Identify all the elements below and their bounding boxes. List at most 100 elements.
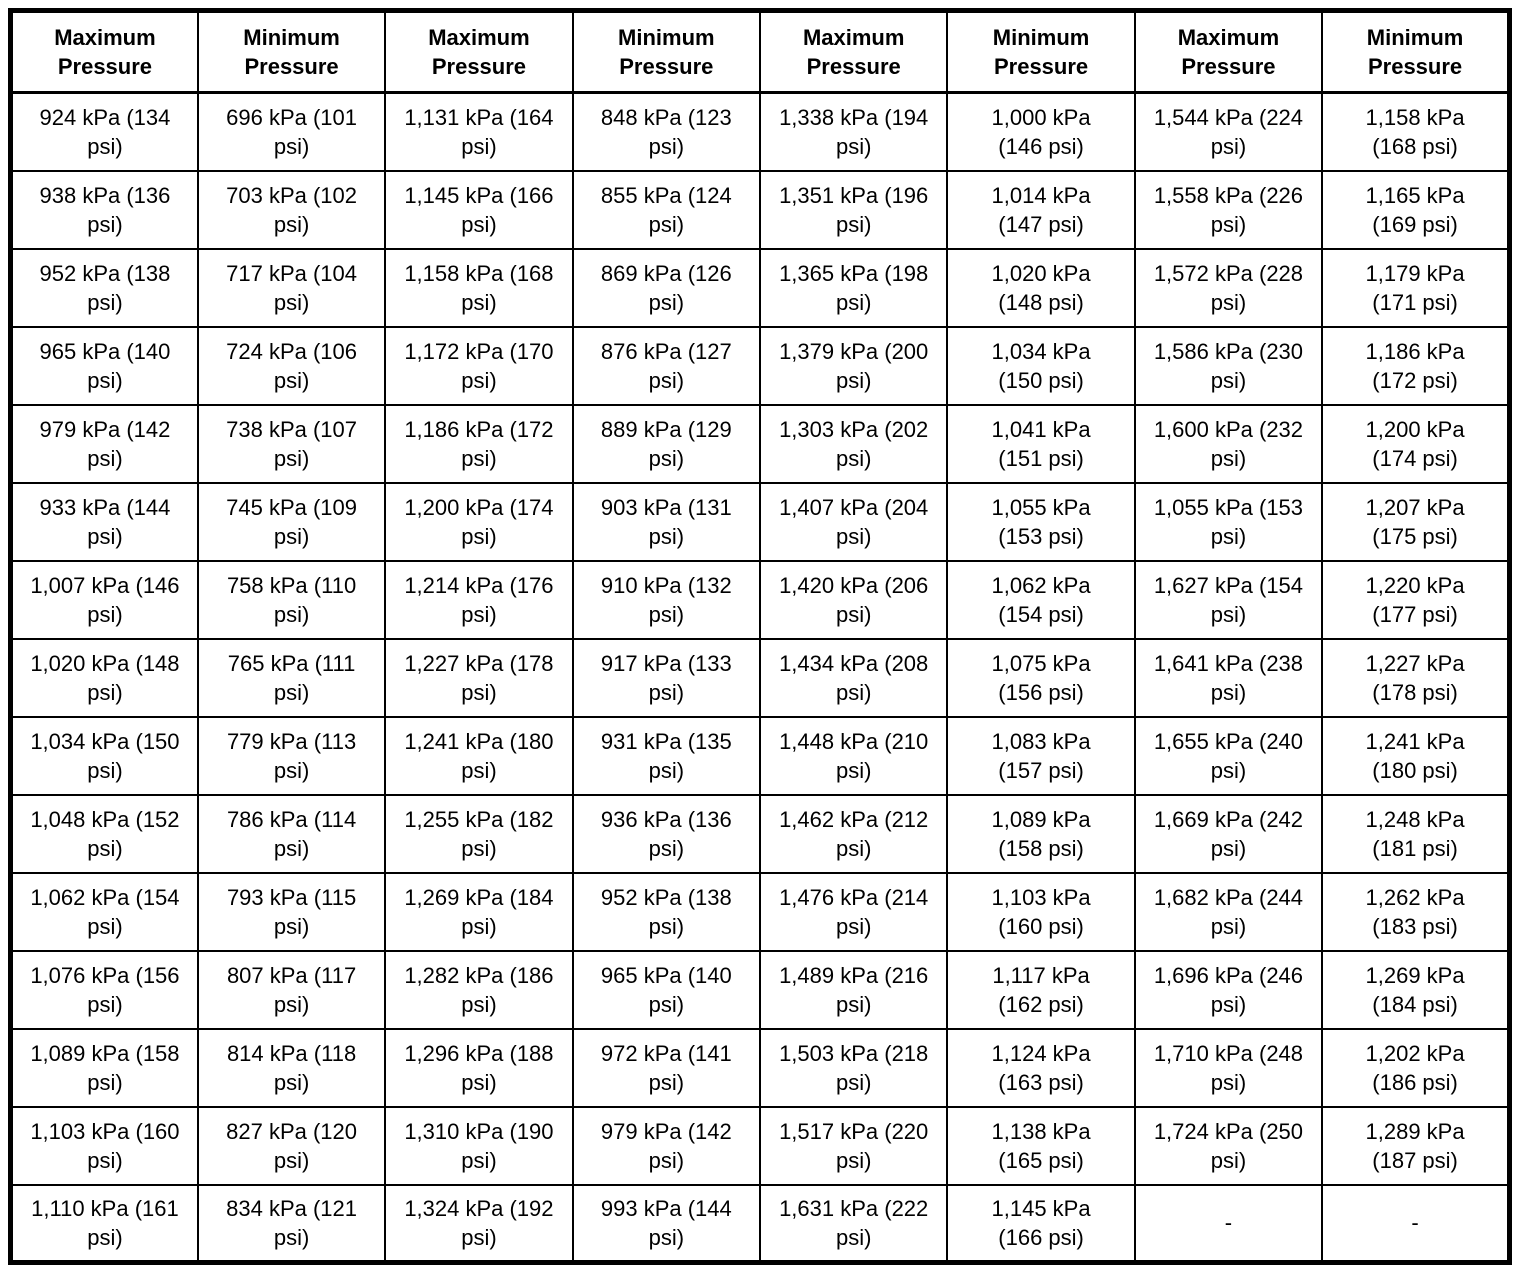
table-cell: 952 kPa (138 psi): [9, 247, 199, 328]
table-cell: 952 kPa (138 psi): [571, 871, 762, 952]
table-cell: 1,034 kPa (150 psi): [9, 715, 199, 796]
table-cell: 1,379 kPa (200 psi): [758, 325, 949, 406]
table-cell: 1,351 kPa (196 psi): [758, 169, 949, 250]
table-cell: 1,138 kPa (165 psi): [946, 1105, 1136, 1186]
table-cell: 834 kPa (121 psi): [196, 1183, 387, 1264]
table-cell: 807 kPa (117 psi): [196, 949, 387, 1030]
table-cell: 876 kPa (127 psi): [571, 325, 762, 406]
table-cell: 1,055 kPa (153 psi): [946, 481, 1136, 562]
table-cell: 979 kPa (142 psi): [571, 1105, 762, 1186]
table-cell: 1,145 kPa (166 psi): [946, 1183, 1136, 1264]
header-row: Maximum Pressure Minimum Pressure Maximum …: [9, 9, 1511, 94]
table-row: 1,020 kPa (148 psi) 765 kPa (111 psi) 1,22…: [9, 637, 1511, 718]
table-cell: 993 kPa (144 psi): [571, 1183, 762, 1264]
table-cell: 1,269 kPa (184 psi): [384, 871, 574, 952]
table-cell: 1,200 kPa (174 psi): [1321, 403, 1511, 484]
table-cell: 1,020 kPa (148 psi): [9, 637, 199, 718]
table-cell: 1,007 kPa (146 psi): [9, 559, 199, 640]
table-cell: 1,407 kPa (204 psi): [758, 481, 949, 562]
table-cell: 1,062 kPa (154 psi): [946, 559, 1136, 640]
table-cell: 1,655 kPa (240 psi): [1133, 715, 1324, 796]
table-cell: 703 kPa (102 psi): [196, 169, 387, 250]
table-cell: 965 kPa (140 psi): [9, 325, 199, 406]
table-cell: 1,269 kPa (184 psi): [1321, 949, 1511, 1030]
table-cell: 917 kPa (133 psi): [571, 637, 762, 718]
table-cell: 1,048 kPa (152 psi): [9, 793, 199, 874]
table-row: 933 kPa (144 psi) 745 kPa (109 psi) 1,200 …: [9, 481, 1511, 562]
table-row: 1,103 kPa (160 psi) 827 kPa (120 psi) 1,31…: [9, 1105, 1511, 1186]
table-cell: 1,544 kPa (224 psi): [1133, 91, 1324, 172]
table-cell: 933 kPa (144 psi): [9, 481, 199, 562]
table-cell: 1,641 kPa (238 psi): [1133, 637, 1324, 718]
column-header: Minimum Pressure: [196, 9, 387, 94]
table-cell: 1,669 kPa (242 psi): [1133, 793, 1324, 874]
table-cell: 1,041 kPa (151 psi): [946, 403, 1136, 484]
table-cell: 1,165 kPa (169 psi): [1321, 169, 1511, 250]
table-cell: 1,202 kPa (186 psi): [1321, 1027, 1511, 1108]
table-cell: 814 kPa (118 psi): [196, 1027, 387, 1108]
table-cell: 1,503 kPa (218 psi): [758, 1027, 949, 1108]
table-cell: 1,710 kPa (248 psi): [1133, 1027, 1324, 1108]
table-cell: 1,241 kPa (180 psi): [1321, 715, 1511, 796]
table-cell: 724 kPa (106 psi): [196, 325, 387, 406]
table-cell: 1,020 kPa (148 psi): [946, 247, 1136, 328]
table-cell: 1,227 kPa (178 psi): [384, 637, 574, 718]
table-cell: 1,103 kPa (160 psi): [946, 871, 1136, 952]
table-header: Maximum Pressure Minimum Pressure Maximum …: [9, 9, 1511, 94]
table-cell: 1,000 kPa (146 psi): [946, 91, 1136, 172]
table-cell: 965 kPa (140 psi): [571, 949, 762, 1030]
column-header: Maximum Pressure: [9, 9, 199, 94]
table-cell: 910 kPa (132 psi): [571, 559, 762, 640]
table-cell: 1,255 kPa (182 psi): [384, 793, 574, 874]
table-cell: 1,220 kPa (177 psi): [1321, 559, 1511, 640]
table-cell: 1,600 kPa (232 psi): [1133, 403, 1324, 484]
table-cell: 1,489 kPa (216 psi): [758, 949, 949, 1030]
table-cell: 938 kPa (136 psi): [9, 169, 199, 250]
table-row: 1,034 kPa (150 psi) 779 kPa (113 psi) 1,24…: [9, 715, 1511, 796]
table-cell: 779 kPa (113 psi): [196, 715, 387, 796]
column-header: Minimum Pressure: [571, 9, 762, 94]
column-header: Maximum Pressure: [1133, 9, 1324, 94]
table-cell: 1,586 kPa (230 psi): [1133, 325, 1324, 406]
table-cell: 931 kPa (135 psi): [571, 715, 762, 796]
table-cell: 786 kPa (114 psi): [196, 793, 387, 874]
table-cell: 765 kPa (111 psi): [196, 637, 387, 718]
table-cell: 1,117 kPa (162 psi): [946, 949, 1136, 1030]
table-cell: 1,434 kPa (208 psi): [758, 637, 949, 718]
table-cell: 869 kPa (126 psi): [571, 247, 762, 328]
table-cell: 889 kPa (129 psi): [571, 403, 762, 484]
table-cell: 1,310 kPa (190 psi): [384, 1105, 574, 1186]
table-cell: 1,572 kPa (228 psi): [1133, 247, 1324, 328]
table-row: 979 kPa (142 psi) 738 kPa (107 psi) 1,186 …: [9, 403, 1511, 484]
table-cell: -: [1321, 1183, 1511, 1264]
column-header: Minimum Pressure: [946, 9, 1136, 94]
table-cell: 1,696 kPa (246 psi): [1133, 949, 1324, 1030]
table-cell: 827 kPa (120 psi): [196, 1105, 387, 1186]
column-header: Maximum Pressure: [758, 9, 949, 94]
table-cell: 1,076 kPa (156 psi): [9, 949, 199, 1030]
table-cell: 1,103 kPa (160 psi): [9, 1105, 199, 1186]
table-cell: 738 kPa (107 psi): [196, 403, 387, 484]
table-cell: 1,262 kPa (183 psi): [1321, 871, 1511, 952]
table-cell: 848 kPa (123 psi): [571, 91, 762, 172]
table-cell: 793 kPa (115 psi): [196, 871, 387, 952]
table-cell: 1,476 kPa (214 psi): [758, 871, 949, 952]
table-cell: 696 kPa (101 psi): [196, 91, 387, 172]
table-cell: 1,179 kPa (171 psi): [1321, 247, 1511, 328]
table-cell: 1,131 kPa (164 psi): [384, 91, 574, 172]
table-cell: 1,089 kPa (158 psi): [9, 1027, 199, 1108]
table-cell: 1,207 kPa (175 psi): [1321, 481, 1511, 562]
table-cell: 1,282 kPa (186 psi): [384, 949, 574, 1030]
table-cell: 1,682 kPa (244 psi): [1133, 871, 1324, 952]
table-cell: 1,338 kPa (194 psi): [758, 91, 949, 172]
table-cell: 1,186 kPa (172 psi): [1321, 325, 1511, 406]
table-cell: 1,083 kPa (157 psi): [946, 715, 1136, 796]
table-row: 1,110 kPa (161 psi) 834 kPa (121 psi) 1,32…: [9, 1183, 1511, 1264]
table-cell: 758 kPa (110 psi): [196, 559, 387, 640]
table-cell: 1,241 kPa (180 psi): [384, 715, 574, 796]
table-row: 1,062 kPa (154 psi) 793 kPa (115 psi) 1,26…: [9, 871, 1511, 952]
table-cell: 972 kPa (141 psi): [571, 1027, 762, 1108]
table-cell: 717 kPa (104 psi): [196, 247, 387, 328]
table-cell: 1,324 kPa (192 psi): [384, 1183, 574, 1264]
